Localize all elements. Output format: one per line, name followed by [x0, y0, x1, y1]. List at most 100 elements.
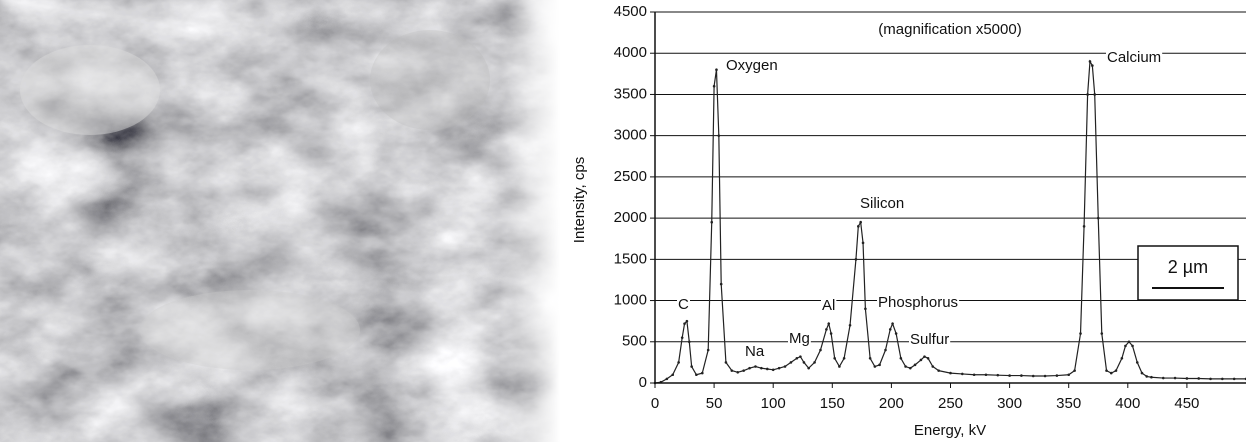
data-point: [868, 356, 872, 360]
data-point: [937, 369, 940, 372]
data-point: [710, 220, 714, 224]
data-point: [819, 348, 822, 352]
data-point: [789, 361, 793, 364]
data-point: [1073, 369, 1076, 372]
peak-label: Silicon: [860, 195, 904, 212]
data-point: [857, 225, 860, 228]
data-point: [859, 220, 862, 224]
data-point: [904, 365, 907, 368]
y-tick-label: 3000: [614, 127, 647, 144]
data-point: [1145, 375, 1149, 378]
data-point: [736, 370, 740, 374]
x-tick-label: 100: [761, 395, 786, 412]
label-bg: [909, 330, 951, 348]
data-point: [1096, 216, 1100, 220]
data-point: [884, 348, 887, 352]
data-point: [1082, 225, 1086, 228]
x-tick-label: 200: [879, 395, 904, 412]
data-point: [1079, 332, 1082, 335]
data-point: [861, 241, 865, 245]
data-point: [1055, 374, 1059, 377]
x-tick-label: 50: [706, 395, 723, 412]
data-point: [1209, 377, 1212, 381]
data-point: [1221, 377, 1224, 381]
x-tick-label: 350: [1056, 395, 1081, 412]
data-point: [677, 361, 680, 364]
label-bg: [744, 342, 766, 360]
data-point: [1100, 332, 1104, 335]
data-point: [1043, 374, 1047, 378]
data-point: [695, 373, 698, 377]
data-point: [730, 369, 734, 372]
data-point: [833, 356, 836, 360]
data-point: [1120, 356, 1124, 360]
data-point: [848, 323, 852, 327]
chart-title: (magnification x5000): [878, 21, 1021, 38]
label-bg: [821, 296, 837, 314]
data-point: [665, 377, 669, 381]
y-tick-label: 1500: [614, 250, 647, 267]
peak-label: Phosphorus: [878, 294, 958, 311]
data-point: [685, 319, 689, 323]
data-point: [1109, 371, 1113, 375]
scale-box: [1137, 245, 1239, 301]
label-bg: [725, 56, 779, 74]
label-bg: [788, 329, 811, 347]
data-point: [1150, 375, 1153, 379]
data-point: [760, 366, 763, 370]
y-tick-label: 0: [639, 374, 647, 391]
data-point: [923, 355, 926, 358]
data-point: [724, 361, 728, 364]
data-point: [719, 282, 723, 286]
data-point: [827, 322, 831, 325]
data-point: [972, 373, 976, 377]
data-point: [754, 365, 757, 368]
data-point: [1161, 376, 1165, 380]
data-point: [1086, 93, 1089, 96]
data-point: [909, 366, 912, 370]
data-point: [1197, 377, 1201, 380]
data-point: [807, 366, 810, 370]
x-tick-label: 150: [820, 395, 845, 412]
data-point: [748, 366, 751, 370]
data-point: [742, 369, 745, 372]
data-point: [931, 365, 935, 368]
data-point: [680, 336, 684, 339]
data-point: [712, 84, 716, 88]
x-tick-label: 250: [938, 395, 963, 412]
peak-label: Al: [822, 297, 835, 314]
data-point: [1140, 371, 1144, 375]
y-tick-label: 2500: [614, 168, 647, 185]
data-point: [1114, 369, 1118, 372]
y-tick-label: 500: [622, 333, 647, 350]
sem-image: [0, 0, 560, 442]
y-axis-label: Intensity, cps: [571, 157, 588, 243]
data-point: [891, 322, 894, 325]
x-tick-label: 300: [997, 395, 1022, 412]
data-point: [687, 340, 691, 344]
data-point: [1020, 374, 1023, 377]
peak-label: Na: [745, 343, 765, 360]
x-axis-label: Energy, kV: [914, 422, 986, 439]
x-tick-label: 0: [651, 395, 659, 412]
data-point: [838, 365, 841, 368]
data-point: [899, 356, 903, 360]
data-point: [799, 355, 802, 358]
data-point: [919, 358, 923, 362]
data-point: [1031, 374, 1035, 378]
peak-label: C: [678, 296, 689, 313]
label-bg: [677, 295, 690, 313]
x-tick-label: 450: [1174, 395, 1199, 412]
data-point: [913, 363, 917, 367]
data-point: [1232, 377, 1236, 381]
data-point: [984, 373, 988, 377]
data-point: [1093, 93, 1097, 96]
label-bg: [1106, 48, 1163, 66]
y-tick-label: 3500: [614, 85, 647, 102]
spectrum-line: [654, 59, 1246, 384]
data-point: [829, 332, 833, 335]
data-point: [873, 365, 877, 368]
data-point: [706, 348, 710, 352]
label-bg: [859, 194, 906, 212]
data-point: [795, 356, 799, 360]
